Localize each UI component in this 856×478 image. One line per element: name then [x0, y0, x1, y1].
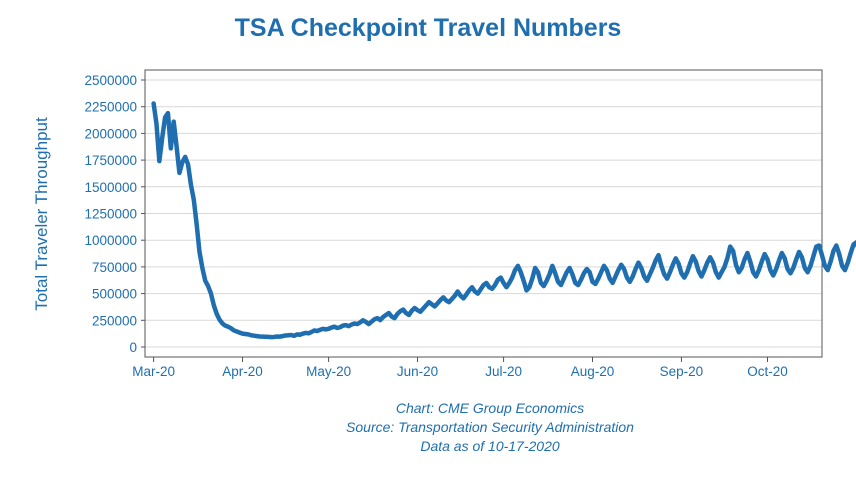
- chart-source: Source: Transportation Security Administ…: [346, 419, 634, 435]
- y-tick-label: 1000000: [84, 233, 137, 248]
- y-tick-label: 750000: [92, 260, 137, 275]
- x-tick-label: Aug-20: [571, 364, 615, 379]
- chart-credit: Chart: CME Group Economics: [395, 400, 585, 416]
- y-tick-label: 500000: [92, 287, 137, 302]
- y-axis-ticks: 0 250000 500000 750000 1000000 1250000 1500000…: [84, 73, 145, 355]
- gridlines: [145, 79, 822, 348]
- chart-data-date: Data as of 10-17-2020: [420, 438, 560, 454]
- y-tick-label: 2000000: [84, 126, 137, 141]
- y-tick-label: 1500000: [84, 180, 137, 195]
- y-tick-label: 1250000: [84, 207, 137, 222]
- x-axis-ticks: Mar-20 Apr-20 May-20 Jun-20 Jul-20 Aug-20 Sep-…: [132, 357, 788, 379]
- y-tick-label: 0: [129, 340, 137, 355]
- y-tick-label: 2500000: [84, 73, 137, 88]
- series-line-tsa-throughput: [151, 101, 856, 340]
- x-tick-label: Mar-20: [132, 364, 175, 379]
- y-tick-label: 2250000: [84, 100, 137, 115]
- x-tick-label: Apr-20: [222, 364, 263, 379]
- chart-title: TSA Checkpoint Travel Numbers: [234, 14, 622, 42]
- y-tick-label: 250000: [92, 313, 137, 328]
- x-tick-label: Jun-20: [397, 364, 438, 379]
- x-tick-label: Sep-20: [660, 364, 704, 379]
- x-tick-label: May-20: [306, 364, 351, 379]
- y-tick-label: 1750000: [84, 153, 137, 168]
- x-tick-label: Jul-20: [485, 364, 522, 379]
- x-tick-label: Oct-20: [747, 364, 788, 379]
